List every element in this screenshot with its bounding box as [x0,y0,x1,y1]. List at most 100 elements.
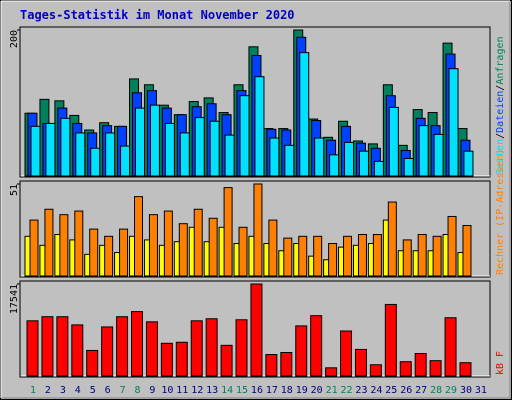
bar [283,237,293,277]
x-tick-label: 25 [385,385,397,396]
bar [56,316,69,377]
bar [344,141,355,177]
bar [280,351,293,377]
bar [44,208,54,277]
bar [179,132,190,177]
bar [164,122,175,177]
bar [432,235,442,277]
bar [284,144,295,177]
y-tick-label: 51 [9,184,20,196]
bar [265,354,278,377]
bar [402,239,412,277]
bar [354,348,367,377]
x-tick-label: 7 [120,385,126,396]
bar [104,235,114,277]
legend: Rechner (IP-Adressen) [495,149,506,275]
bar [30,125,41,177]
x-tick-label: 23 [355,385,367,396]
x-tick-label: 3 [60,385,66,396]
bar [343,235,353,277]
x-tick-label: 26 [400,385,412,396]
x-tick-label: 27 [415,385,427,396]
legend-separator: / [495,133,506,139]
bar [193,208,203,277]
bar [220,344,233,377]
bar [120,145,131,177]
bar [209,120,220,177]
bar [86,349,99,377]
bar [71,324,84,377]
bar [373,160,384,177]
bar [29,219,39,277]
x-tick-label: 19 [296,385,308,396]
bar [59,214,69,277]
bar [101,326,114,377]
x-tick-label: 21 [326,385,338,396]
bar [134,196,144,277]
bar [329,154,340,177]
bar [254,76,265,177]
bar [418,125,429,177]
y-tick-label: 17541 [9,284,20,314]
y-tick-label: 200 [9,30,20,48]
legend: Seiten/Dateien/Anfragen [495,36,506,175]
x-tick-label: 20 [311,385,323,396]
x-tick-label: 6 [105,385,111,396]
bar [447,215,457,277]
bar [387,201,397,277]
x-tick-label: 4 [75,385,81,396]
bar [90,147,101,177]
bar [253,183,263,277]
bar [314,137,325,177]
x-tick-label: 16 [251,385,263,396]
bar [60,117,71,177]
bar [313,235,323,277]
bar [194,117,205,177]
bar [238,226,248,277]
x-tick-label: 28 [430,385,442,396]
legend-separator: / [495,85,506,91]
bar [224,134,235,177]
bar [116,316,129,377]
bar [41,316,54,377]
bar [145,321,158,377]
bar [119,228,129,277]
legend-entry: Dateien [495,91,506,133]
bar [388,106,399,177]
bar [89,228,99,277]
bar [463,150,474,177]
bar [75,132,86,177]
bar [149,104,160,177]
x-tick-label: 5 [90,385,96,396]
legend-entry: Anfragen [495,36,506,84]
x-tick-label: 13 [206,385,218,396]
bar [384,303,397,377]
bar [74,210,84,277]
bar [325,367,338,377]
x-tick-label: 9 [149,385,155,396]
x-tick-label: 1 [30,385,36,396]
x-tick-label: 15 [236,385,248,396]
bar [399,361,412,377]
bar [223,187,233,277]
bar [208,217,218,277]
x-tick-label: 10 [161,385,173,396]
bar [148,214,158,277]
x-tick-label: 30 [460,385,472,396]
bar [358,150,369,177]
x-tick-label: 2 [45,385,51,396]
bar [459,362,472,377]
bar [163,210,173,277]
bar [175,341,188,377]
bar [328,243,338,277]
bar [414,353,427,377]
bar [178,223,188,277]
bar [26,320,39,377]
bar [135,107,146,177]
bar [340,330,353,377]
bar [239,95,250,177]
legend-entry: kB F [495,351,506,375]
x-tick-label: 11 [176,385,188,396]
bar [235,319,248,377]
